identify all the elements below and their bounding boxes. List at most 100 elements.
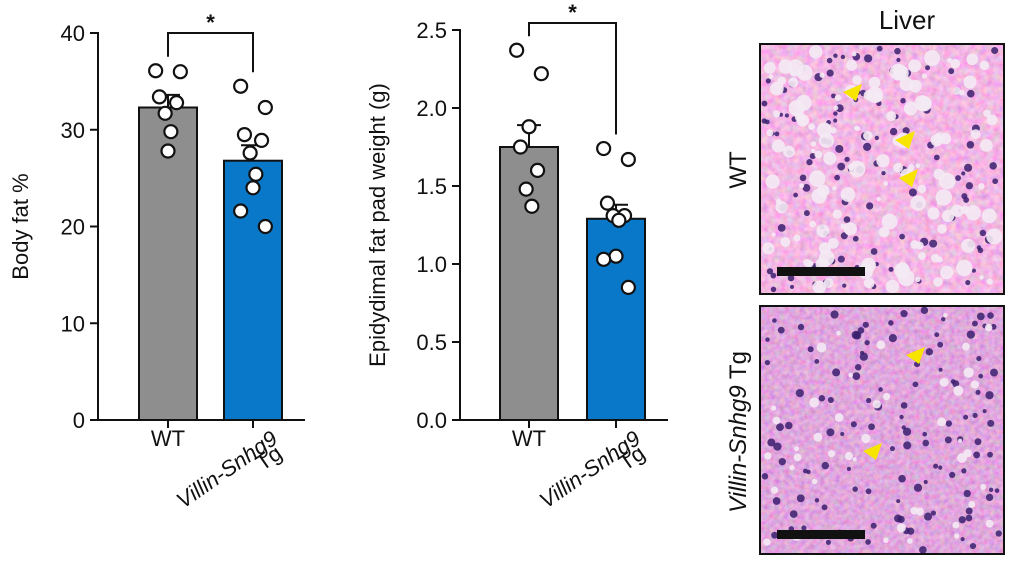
vacuole [770, 486, 779, 494]
arrowhead-icon [895, 131, 915, 149]
nucleus [784, 113, 790, 118]
y-tick-label: 2.0 [416, 96, 447, 121]
vacuole [979, 60, 990, 71]
nucleus [797, 323, 805, 331]
arrowhead-icon [899, 169, 918, 187]
vacuole [914, 95, 931, 112]
scale-bar [777, 530, 865, 539]
vacuole [942, 209, 955, 223]
nucleus [938, 367, 943, 372]
vacuole [899, 77, 914, 92]
nucleus [770, 272, 777, 279]
nucleus [894, 514, 902, 523]
vacuole [958, 438, 963, 443]
nucleus [952, 380, 960, 388]
nucleus [827, 396, 834, 404]
vacuole [953, 385, 964, 396]
vacuole [809, 45, 823, 59]
nucleus [876, 45, 883, 52]
nucleus [826, 428, 835, 437]
vacuole [777, 76, 786, 86]
vacuole [793, 453, 802, 462]
vacuole [980, 484, 987, 490]
vacuole [811, 478, 818, 485]
vacuole [794, 112, 805, 123]
nucleus [902, 127, 910, 135]
nucleus [938, 465, 943, 470]
nucleus [941, 317, 946, 322]
liver-histology-panel: Liver WT Villin-Snhg9 Tg [725, 5, 1005, 555]
data-point [160, 143, 176, 159]
vacuole [851, 51, 857, 57]
nucleus [920, 306, 929, 315]
nucleus [948, 68, 955, 75]
nucleus [766, 268, 774, 275]
vacuole [881, 213, 898, 230]
vacuole [980, 138, 993, 152]
nucleus [833, 111, 838, 116]
nucleus [960, 537, 965, 542]
vacuole [970, 380, 980, 389]
vacuole [823, 151, 837, 165]
nucleus [803, 210, 810, 217]
vacuole [937, 224, 947, 234]
nucleus [966, 140, 975, 149]
x-category-label: WT [512, 426, 546, 451]
data-point [168, 95, 185, 111]
fat-pad-weight-chart: 0.0 0.5 1.0 1.5 2.0 2.5 Epidydimal fat pad wei… [365, 0, 668, 513]
vacuole [868, 76, 881, 89]
vacuole [803, 258, 812, 267]
nucleus [801, 525, 807, 531]
nucleus [840, 431, 845, 437]
vacuole [827, 237, 839, 249]
nucleus [859, 352, 868, 361]
nucleus [878, 387, 883, 392]
vacuole [763, 538, 771, 546]
vacuole [921, 73, 927, 79]
data-point [529, 162, 546, 178]
vacuole [986, 114, 998, 126]
vacuole [906, 538, 913, 544]
vacuole [978, 182, 985, 190]
nucleus [795, 388, 804, 398]
nucleus [870, 522, 877, 529]
vacuole [908, 59, 922, 73]
vacuole [834, 413, 844, 422]
y-tick-label: 40 [61, 21, 85, 46]
nucleus [908, 188, 917, 197]
vacuole [915, 241, 924, 250]
nucleus [842, 283, 847, 288]
vacuole [938, 172, 956, 190]
data-point [245, 180, 261, 196]
nucleus [985, 493, 994, 502]
vacuole [883, 537, 889, 544]
vacuole [772, 416, 781, 425]
vacuole [952, 521, 960, 529]
vacuole [883, 181, 889, 186]
nucleus [802, 184, 811, 192]
nucleus [776, 423, 784, 432]
vacuole [863, 130, 873, 141]
nucleus [888, 333, 897, 343]
data-point [253, 132, 270, 148]
nucleus [899, 233, 905, 240]
data-point [512, 139, 529, 155]
data-point [233, 203, 249, 219]
nucleus [976, 356, 982, 362]
vacuole [794, 446, 800, 452]
nucleus [961, 468, 967, 474]
nucleus [814, 498, 820, 503]
nucleus [922, 431, 928, 437]
nucleus [837, 255, 845, 263]
nucleus [799, 174, 807, 182]
nucleus [972, 412, 978, 418]
nucleus [796, 494, 805, 503]
nucleus [830, 310, 839, 319]
nucleus [965, 182, 974, 190]
vacuole [813, 432, 823, 442]
vacuole [957, 453, 967, 463]
vacuole [986, 228, 1003, 245]
vacuole [986, 278, 993, 285]
